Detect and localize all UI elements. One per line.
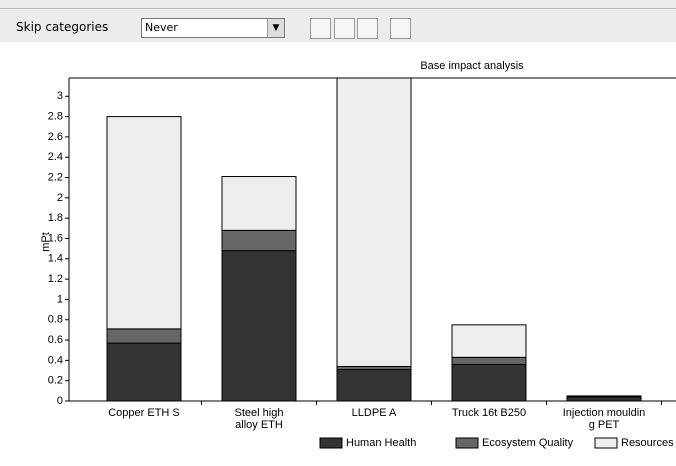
dropdown-button[interactable]: ▼ bbox=[267, 19, 284, 37]
bar-segment bbox=[566, 395, 642, 398]
legend-label: Ecosystem Quality bbox=[482, 437, 574, 449]
bar-segment bbox=[106, 328, 182, 344]
y-tick-label: 0.8 bbox=[48, 314, 63, 326]
skip-select[interactable]: Never ▼ bbox=[141, 18, 285, 38]
chart-title: Base impact analysis bbox=[420, 60, 524, 72]
y-tick-label: 2.4 bbox=[48, 151, 63, 163]
y-tick-label: 3 bbox=[57, 90, 63, 102]
y-tick-label: 1.2 bbox=[48, 273, 63, 285]
y-tick-label: 2.2 bbox=[48, 171, 63, 183]
bar-segment bbox=[336, 78, 412, 367]
x-tick-label: Truck 16t B250 bbox=[452, 407, 526, 419]
y-tick-label: 1.4 bbox=[48, 253, 63, 265]
tabs bbox=[0, 0, 676, 9]
y-tick-label: 0.6 bbox=[48, 334, 63, 346]
y-tick-label: 2.8 bbox=[48, 111, 63, 123]
legend-label: Human Health bbox=[346, 437, 416, 449]
plot bbox=[106, 78, 642, 402]
y-tick-label: 1.6 bbox=[48, 232, 63, 244]
table-icon[interactable] bbox=[310, 18, 331, 39]
bar-segment bbox=[106, 342, 182, 402]
bar-segment bbox=[221, 176, 297, 231]
bar-segment bbox=[336, 369, 412, 402]
bar-segment bbox=[451, 356, 527, 365]
bar-segment bbox=[566, 396, 642, 402]
chart-icon[interactable] bbox=[334, 18, 355, 39]
y-tick-label: 0 bbox=[57, 395, 63, 407]
triangle-icon[interactable] bbox=[357, 18, 378, 39]
y-tick-label: 2.6 bbox=[48, 131, 63, 143]
y-tick-label: 1 bbox=[57, 293, 63, 305]
export-icon[interactable] bbox=[390, 18, 411, 39]
bar-segment bbox=[221, 250, 297, 402]
bar-segment bbox=[221, 229, 297, 252]
x-tick-label: LLDPE A bbox=[352, 407, 397, 419]
y-tick-label: 0.4 bbox=[48, 354, 63, 366]
select-value: Never bbox=[145, 21, 178, 34]
legend-swatch bbox=[594, 437, 618, 449]
bar-segment bbox=[106, 116, 182, 330]
y-tick-label: 0.2 bbox=[48, 375, 63, 387]
y-tick-label: 1.8 bbox=[48, 212, 63, 224]
chart: Base impact analysis mPt 0 0.2 0.4 0.6 0.8 1 1… bbox=[40, 60, 676, 449]
legend-swatch bbox=[319, 437, 343, 449]
bar-segment bbox=[451, 324, 527, 358]
toolbar: Skip categories Never ▼ bbox=[0, 0, 676, 42]
skip-label: Skip categories bbox=[16, 20, 109, 34]
bar-segment bbox=[451, 363, 527, 402]
x-tick-label: Copper ETH S bbox=[108, 407, 180, 419]
x-tick-label: Steel high alloy ETH bbox=[235, 407, 284, 431]
legend-label: Resources bbox=[621, 437, 674, 449]
y-tick-label: 2 bbox=[57, 192, 63, 204]
legend-swatch bbox=[455, 437, 479, 449]
x-tick-label: Injection mouldin g PET bbox=[563, 407, 646, 431]
y-axis-label: mPt bbox=[40, 232, 52, 252]
